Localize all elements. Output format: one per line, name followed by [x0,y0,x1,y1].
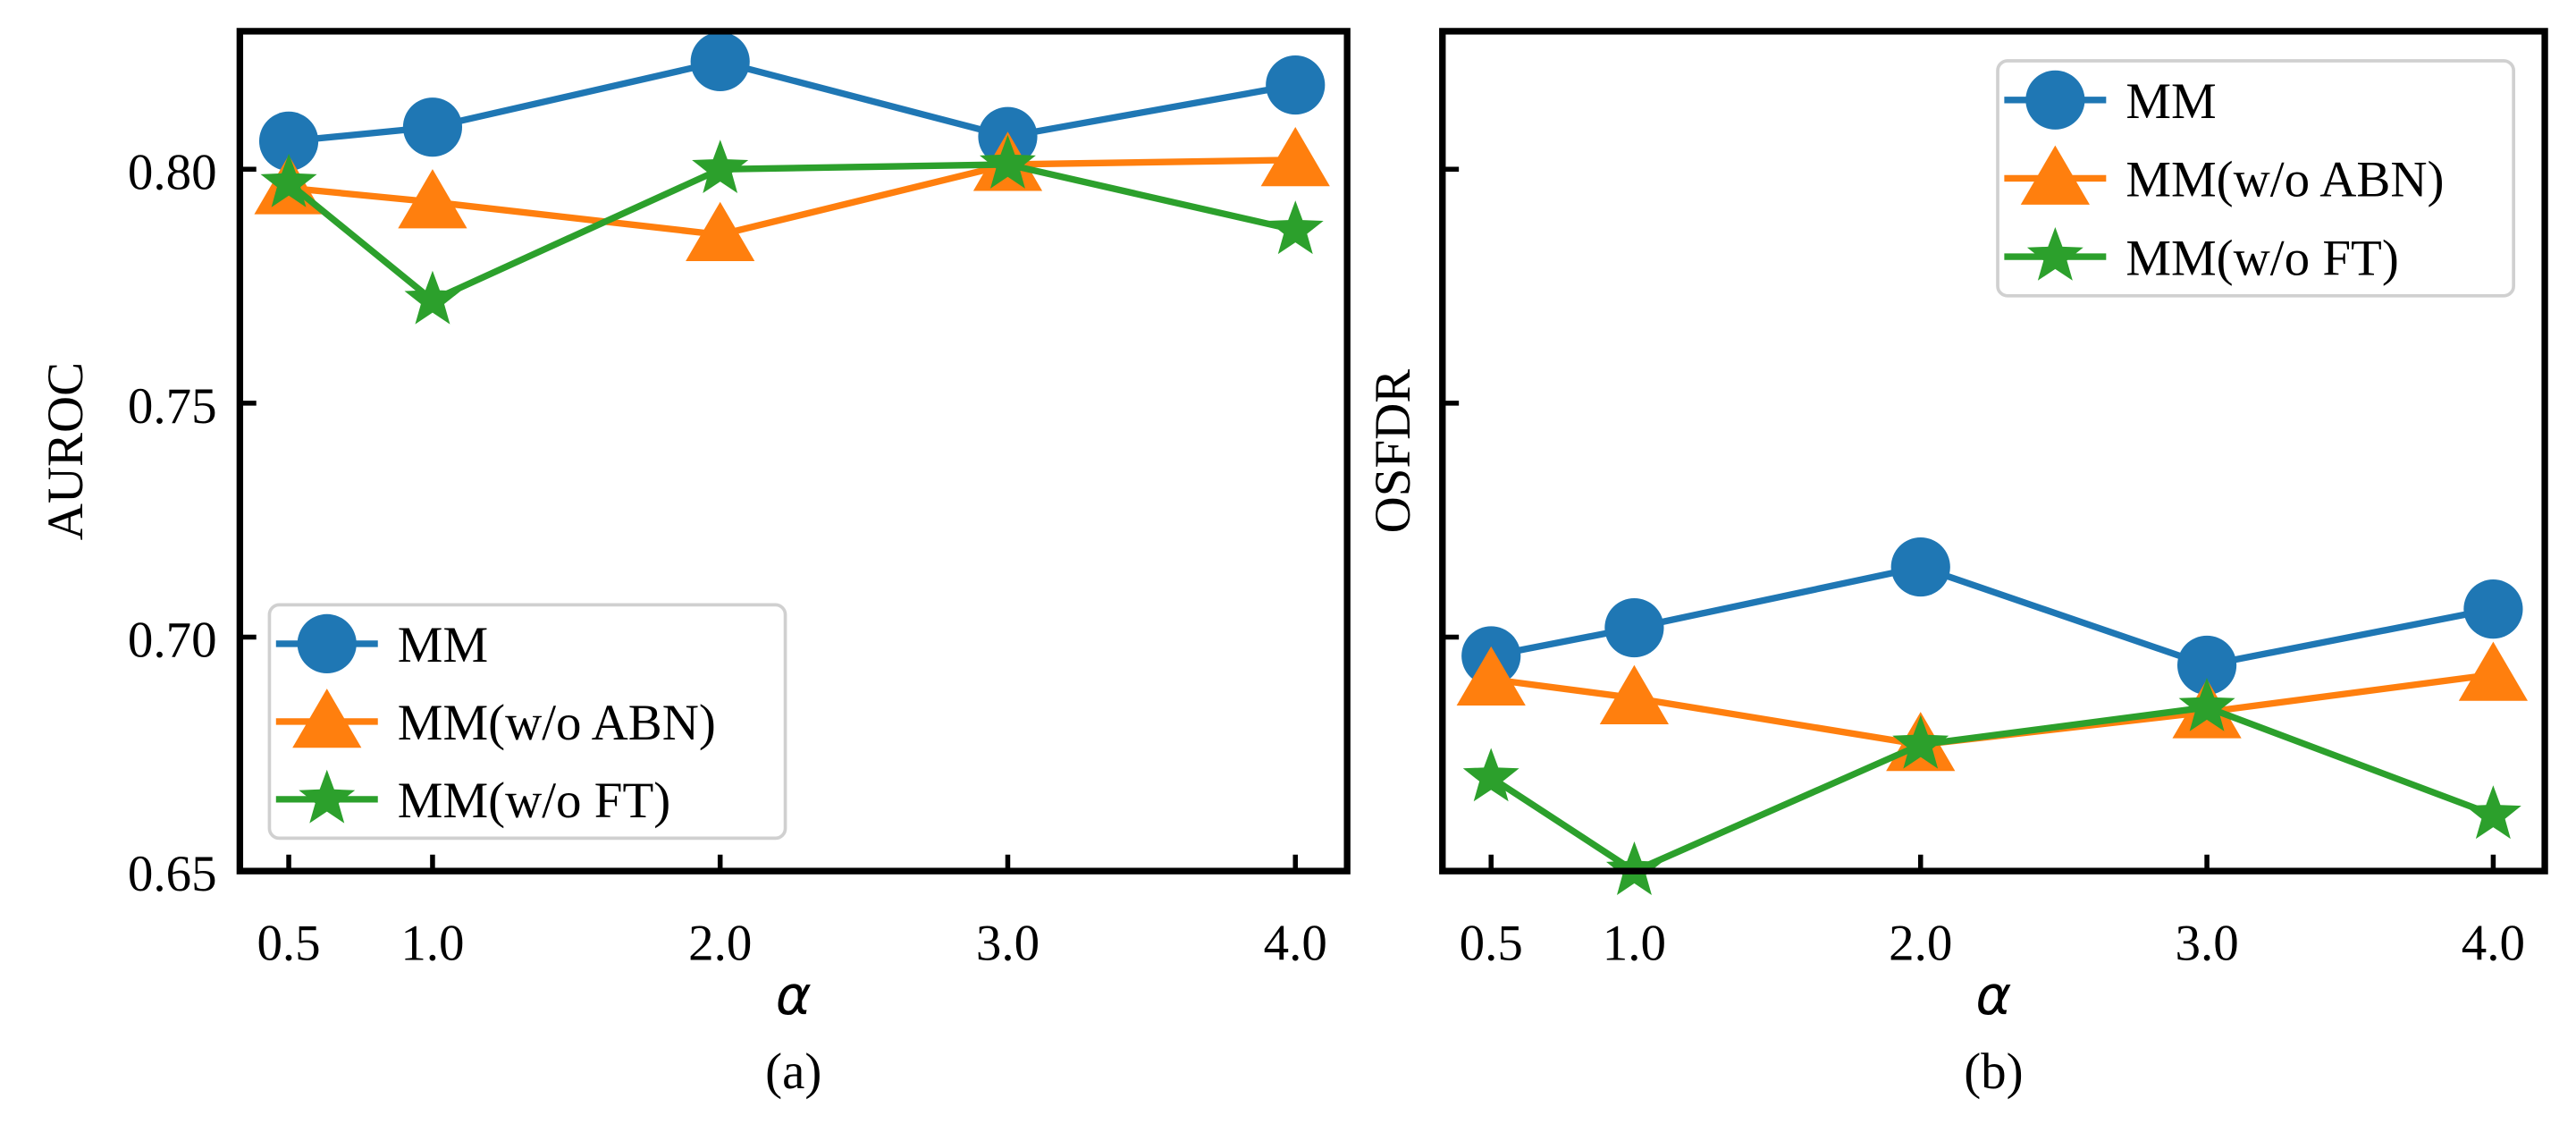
data-point [404,270,461,325]
data-point [402,97,463,157]
x-tick-label: 0.5 [1460,915,1523,971]
legend-marker [2020,145,2090,205]
legend-frame [267,603,787,841]
data-point [1462,748,1520,802]
series-MM [1461,537,2523,696]
data-point [1599,664,1669,724]
data-point [690,31,750,92]
plot-frame [236,28,1351,875]
data-point [2463,579,2523,639]
x-axis-title: α [1975,965,2011,1027]
data-point [1604,597,1664,658]
x-tick-label: 3.0 [976,915,1040,971]
legend-marker [292,689,362,748]
legend-label: MM(w/o ABN) [398,695,716,751]
y-tick-label: 0.65 [128,846,217,902]
legend-entry: MM(w/o FT) [275,769,670,829]
data-point [2176,635,2237,696]
x-tick-label: 2.0 [1889,915,1952,971]
data-point [692,139,749,193]
legend-label: MM(w/o FT) [2126,230,2398,286]
series-MM(w/o FT) [260,134,1324,325]
x-axis-title: α [776,965,812,1027]
legend-entry: MM [275,613,488,673]
x-tick-label: 2.0 [688,915,752,971]
series-MM(w/o ABN) [1456,641,2529,772]
legend-entry: MM(w/o ABN) [2004,145,2444,208]
data-point [686,201,755,261]
data-point [398,169,467,229]
y-axis-title: OSFDR [1365,369,1421,534]
x-tick-label: 4.0 [1264,915,1327,971]
data-point [980,134,1036,189]
data-point [258,111,319,171]
data-point [1456,646,1526,706]
data-point [1890,537,1950,597]
legend-entry: MM(w/o ABN) [275,689,716,751]
x-tick-label: 1.0 [400,915,464,971]
x-tick-label: 1.0 [1603,915,1666,971]
legend-entry: MM(w/o FT) [2004,227,2399,286]
data-point [1266,55,1326,115]
legend-frame [1996,59,2515,298]
data-point [1267,200,1324,255]
panel-b: 0.5 1.0 2.0 3.0 4.0 OSFDR α (b) MM MM(w/o ABN) MM(… [1365,28,2548,1100]
series-line [1489,704,2495,875]
panel-label: (b) [1964,1044,2023,1100]
panel-a: 0.5 1.0 2.0 3.0 4.0 0.65 0.70 0.75 0.80 AUROC α (a)… [38,28,1351,1100]
y-tick-label: 0.80 [128,144,217,200]
y-tick-label: 0.75 [128,378,217,435]
legend-marker [2025,70,2085,130]
data-point [2178,677,2235,731]
x-tick-label: 0.5 [257,915,320,971]
legend: MM MM(w/o ABN) MM(w/o FT) [267,603,787,841]
y-axis-title: AUROC [38,362,94,540]
data-point [1892,714,1949,769]
legend-entry: MM [2004,70,2217,130]
legend-marker [2026,227,2084,281]
legend-marker [299,769,356,824]
y-tick-label: 0.70 [128,613,217,669]
legend-label: MM [2126,73,2216,130]
x-tick-label: 4.0 [2462,915,2525,971]
legend-marker [297,613,357,673]
legend-label: MM [398,617,488,673]
legend: MM MM(w/o ABN) MM(w/o FT) [1996,59,2515,298]
data-point [1260,127,1330,187]
data-point [2458,641,2529,701]
data-point [2464,785,2521,840]
plot-frame [1439,28,2548,875]
figure-root: 0.5 1.0 2.0 3.0 4.0 0.65 0.70 0.75 0.80 AUROC α (a)… [38,28,2548,1100]
x-tick-label: 3.0 [2175,915,2238,971]
data-point [260,153,317,207]
legend-label: MM(w/o FT) [398,773,670,829]
legend-label: MM(w/o ABN) [2126,152,2444,208]
series-MM [258,31,1326,171]
panel-label: (a) [765,1044,821,1100]
